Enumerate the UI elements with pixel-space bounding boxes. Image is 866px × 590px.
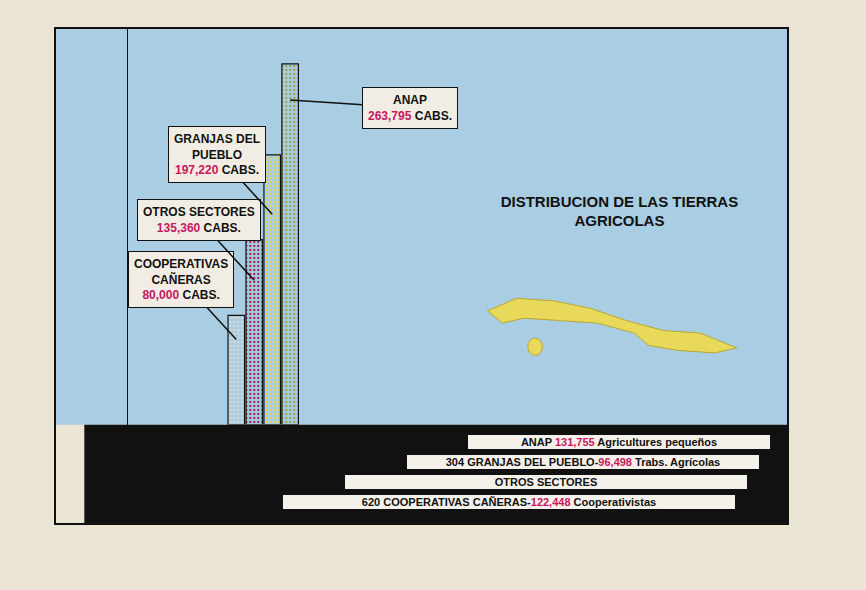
svg-text:620 COOPERATIVAS CAÑERAS-122,4: 620 COOPERATIVAS CAÑERAS-122,448 Coopera… xyxy=(362,496,656,508)
svg-text:OTROS SECTORES: OTROS SECTORES xyxy=(495,476,597,488)
svg-text:ANAP 131,755 Agricultures pequ: ANAP 131,755 Agricultures pequeños xyxy=(521,436,717,448)
svg-text:GRANJAS DELPUEBLO197,220 CABS.: GRANJAS DELPUEBLO197,220 CABS. xyxy=(174,132,260,177)
svg-text:DISTRIBUCION DE LAS TIERRASAGR: DISTRIBUCION DE LAS TIERRASAGRICOLAS xyxy=(501,193,739,230)
svg-text:ANAP263,795 CABS.: ANAP263,795 CABS. xyxy=(368,93,452,123)
svg-text:OTROS SECTORES135,360 CABS.: OTROS SECTORES135,360 CABS. xyxy=(143,205,255,235)
svg-text:COOPERATIVASCAÑERAS80,000 CABS: COOPERATIVASCAÑERAS80,000 CABS. xyxy=(134,257,228,302)
svg-text:304 GRANJAS DEL PUEBLO-96,498: 304 GRANJAS DEL PUEBLO-96,498 Trabs. Agr… xyxy=(446,456,721,468)
